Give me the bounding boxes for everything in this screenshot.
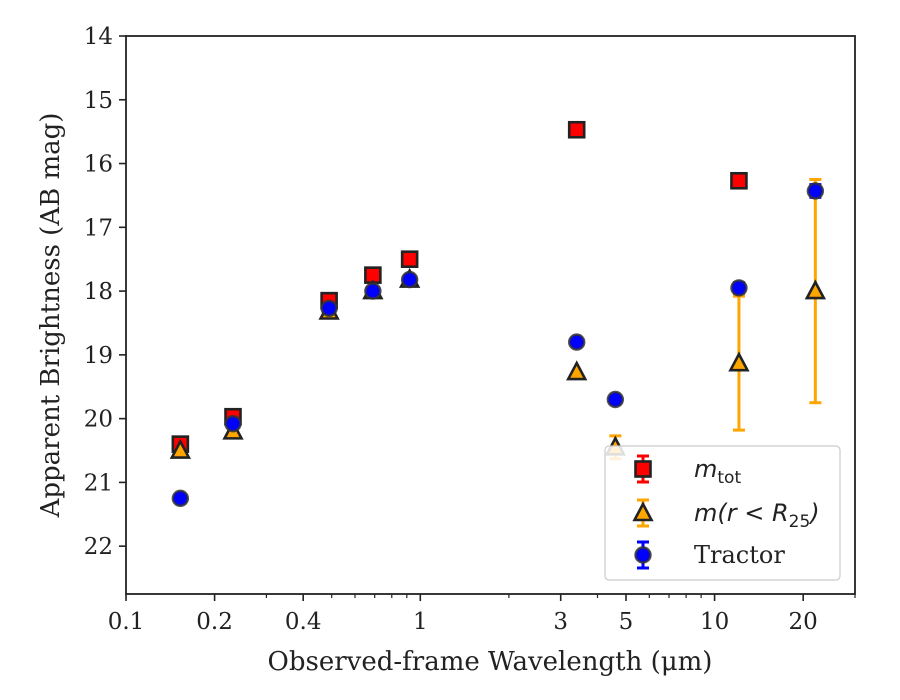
mr25-point — [728, 351, 750, 372]
legend-label-main: m — [694, 455, 717, 483]
y-tick-label: 14 — [84, 24, 113, 50]
mtot-point — [730, 171, 748, 190]
series-mtot — [171, 120, 748, 453]
y-tick-label: 19 — [84, 343, 113, 369]
legend-tractor-marker — [634, 546, 652, 564]
legend-tractor-label: Tractor — [694, 541, 785, 569]
tractor-point — [806, 182, 825, 200]
tractor-point — [171, 489, 190, 508]
y-tick-label: 17 — [84, 215, 113, 241]
x-axis-label: Observed-frame Wavelength (μm) — [268, 647, 713, 677]
legend-label-subscript: 25 — [789, 512, 811, 532]
y-axis-ticks: 14 15 16 17 18 19 20 21 22 — [84, 24, 126, 560]
legend-label-tail: ) — [808, 499, 819, 527]
x-tick-label: 5 — [619, 609, 634, 635]
mr25-point — [566, 360, 588, 381]
tractor-point — [364, 282, 382, 300]
x-tick-label: 20 — [789, 609, 818, 635]
legend: mtot m(r < R25) Tractor — [604, 445, 841, 581]
x-tick-label: 10 — [700, 609, 729, 635]
y-tick-label: 21 — [84, 470, 113, 496]
series-tractor — [171, 182, 825, 508]
tractor-point — [320, 299, 338, 318]
legend-label-subscript: tot — [717, 468, 741, 488]
y-tick-label: 20 — [84, 407, 113, 433]
plot-frame — [125, 35, 856, 595]
mr25-point — [804, 279, 827, 300]
tractor-point — [224, 415, 242, 433]
y-tick-label: 15 — [84, 88, 113, 114]
legend-label-main: m(r < R — [694, 499, 789, 527]
series-mr25 — [169, 177, 827, 461]
x-tick-label: 0.1 — [108, 609, 145, 635]
legend-box — [604, 445, 841, 581]
legend-mr25-label: m(r < R25) — [694, 499, 820, 532]
tractor-point — [606, 390, 625, 409]
x-tick-label: 1 — [413, 609, 428, 635]
data-marks — [169, 120, 827, 508]
x-tick-label: 0.4 — [285, 609, 322, 635]
mtot-point — [567, 120, 586, 139]
x-tick-label: 0.2 — [196, 609, 233, 635]
legend-mr25-marker — [632, 501, 654, 522]
y-axis-label: Apparent Brightness (AB mag) — [36, 113, 66, 519]
x-axis-ticks: 0.1 0.2 0.4 1 3 5 10 20 — [108, 594, 856, 635]
y-tick-label: 22 — [84, 534, 113, 560]
mtot-point — [400, 250, 419, 268]
legend-mtot-label: mtot — [694, 455, 741, 488]
legend-mtot-marker — [634, 460, 652, 478]
x-tick-label: 3 — [553, 609, 568, 635]
mr25-point — [169, 438, 192, 459]
tractor-point — [730, 279, 748, 297]
tractor-point — [568, 333, 586, 351]
y-tick-label: 18 — [84, 279, 113, 305]
tractor-point — [400, 270, 419, 289]
y-tick-label: 16 — [84, 152, 113, 178]
